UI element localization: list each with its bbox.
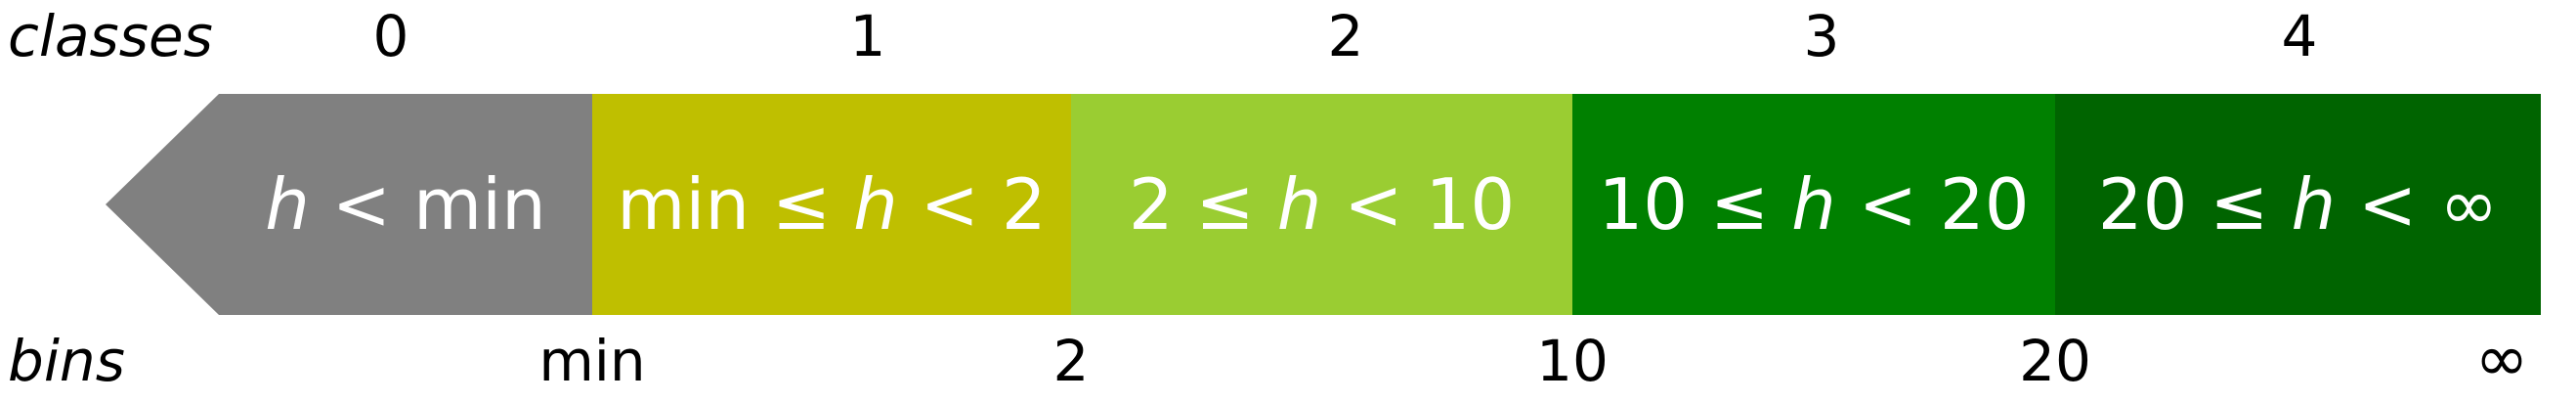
segment-0-shape xyxy=(106,94,592,315)
segment-0-label: h < min xyxy=(265,163,546,246)
classes-row-label: classes xyxy=(8,3,213,69)
segment-4-shape xyxy=(2055,94,2541,315)
segment-4-label: 20 ≤ h < ∞ xyxy=(2097,163,2499,246)
bin-edge-20: 20 xyxy=(2019,328,2091,394)
class-number-2: 2 xyxy=(1327,3,1364,69)
segment-1-shape xyxy=(592,94,1071,315)
bin-edge-10: 10 xyxy=(1536,328,1609,394)
bins-row-label: bins xyxy=(8,328,125,394)
segment-3-shape xyxy=(1572,94,2055,315)
class-number-4: 4 xyxy=(2281,3,2318,69)
class-number-0: 0 xyxy=(372,3,409,69)
bin-edge-min: min xyxy=(538,328,646,394)
segment-1-label: min ≤ h < 2 xyxy=(617,163,1047,246)
segment-2-shape xyxy=(1071,94,1572,315)
segment-2-label: 2 ≤ h < 10 xyxy=(1128,163,1516,246)
bin-edge-2: 2 xyxy=(1052,328,1090,394)
segment-3-label: 10 ≤ h < 20 xyxy=(1598,163,2030,246)
bin-edge-infinity: ∞ xyxy=(2474,321,2529,396)
class-number-3: 3 xyxy=(1803,3,1840,69)
class-number-1: 1 xyxy=(849,3,886,69)
